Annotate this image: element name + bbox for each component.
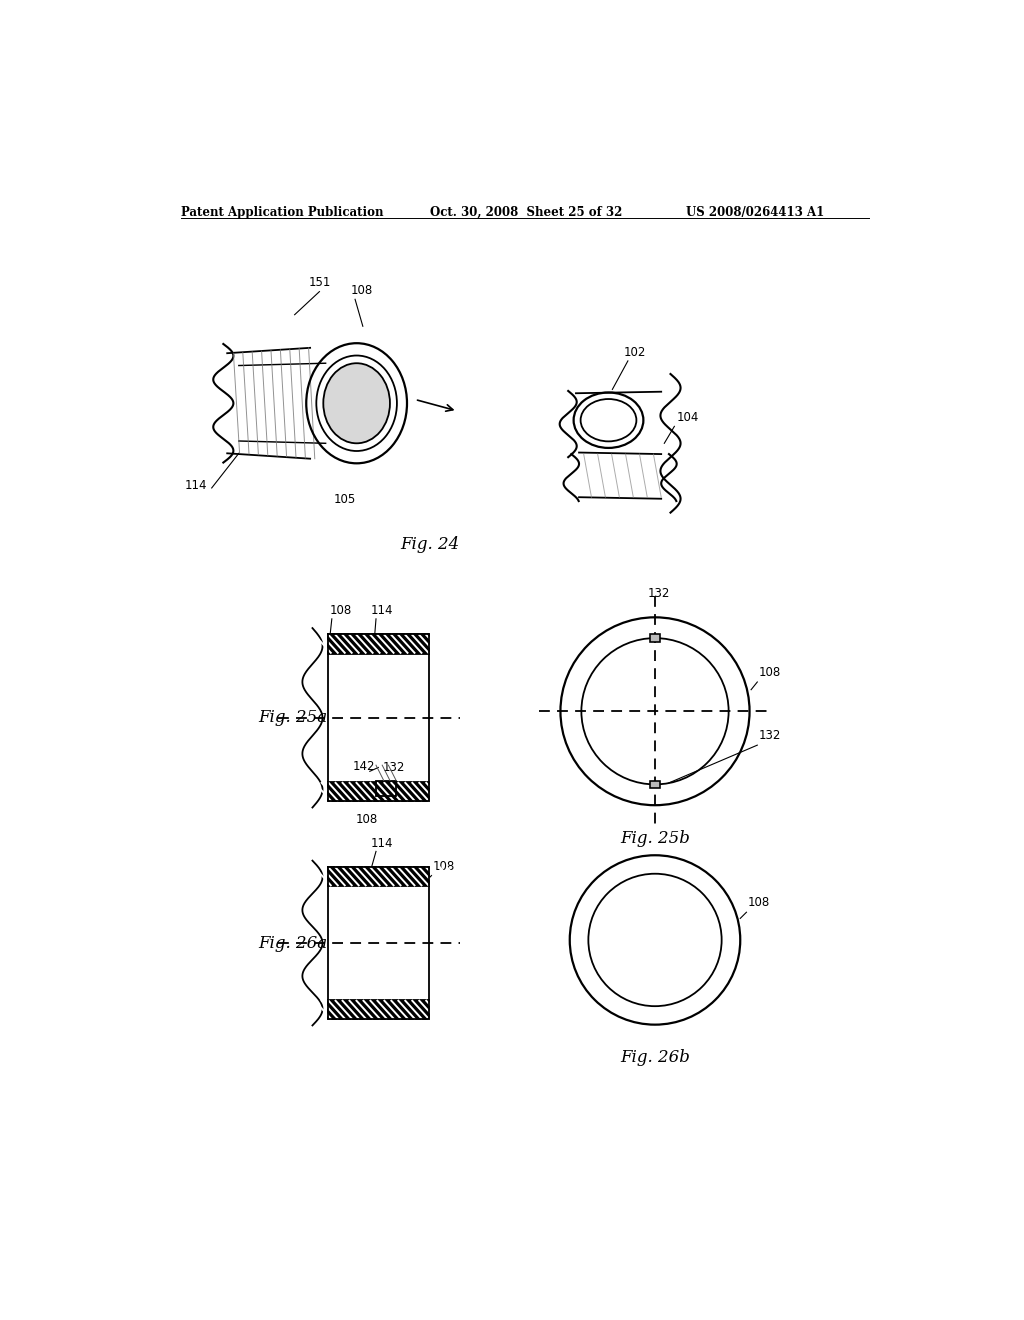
Text: 132: 132 (759, 729, 781, 742)
Text: 114: 114 (371, 837, 393, 850)
Bar (376, 780, 396, 796)
Bar (328, 1001, 429, 1019)
Text: 102: 102 (624, 346, 646, 359)
Text: US 2008/0264413 A1: US 2008/0264413 A1 (686, 206, 824, 219)
Text: Fig. 25a: Fig. 25a (258, 709, 328, 726)
Text: Fig. 25b: Fig. 25b (621, 830, 690, 847)
Text: Fig. 26a: Fig. 26a (258, 935, 328, 952)
Bar (649, 635, 660, 642)
Text: Patent Application Publication: Patent Application Publication (180, 206, 383, 219)
Text: 108: 108 (748, 896, 770, 909)
Text: 132: 132 (382, 762, 404, 775)
Ellipse shape (324, 363, 390, 444)
Text: 151: 151 (308, 276, 331, 289)
Text: Fig. 26b: Fig. 26b (621, 1049, 690, 1067)
Text: 108: 108 (432, 859, 455, 873)
Text: 114: 114 (371, 605, 393, 618)
Bar (328, 867, 429, 886)
Text: 142: 142 (352, 760, 375, 774)
Text: 105: 105 (334, 492, 356, 506)
Text: Fig. 24: Fig. 24 (400, 536, 460, 553)
Text: 104: 104 (677, 411, 699, 424)
Text: 108: 108 (759, 665, 781, 678)
Bar (649, 780, 660, 788)
Text: 108: 108 (350, 284, 373, 297)
Bar (328, 781, 429, 801)
Bar (328, 635, 429, 653)
Text: Oct. 30, 2008  Sheet 25 of 32: Oct. 30, 2008 Sheet 25 of 32 (430, 206, 623, 219)
Text: 108: 108 (330, 605, 352, 618)
Text: 114: 114 (185, 479, 208, 492)
Text: 108: 108 (355, 813, 378, 826)
Text: 132: 132 (648, 587, 670, 601)
